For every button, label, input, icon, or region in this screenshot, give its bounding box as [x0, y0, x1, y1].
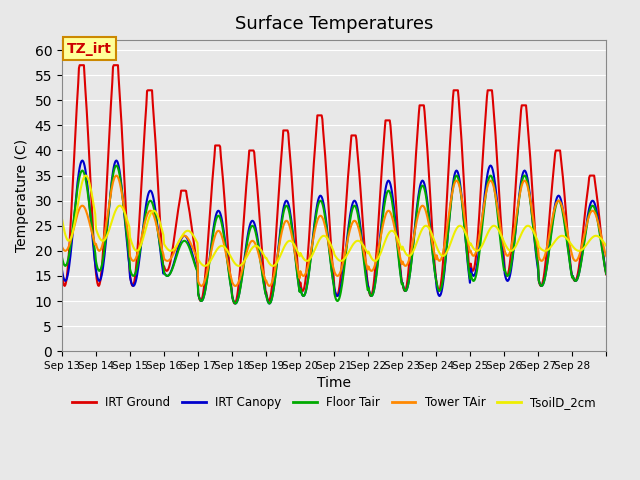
Title: Surface Temperatures: Surface Temperatures	[235, 15, 433, 33]
IRT Ground	[422, 128, 430, 134]
Floor Tair	[113, 163, 120, 168]
X-axis label: Time: Time	[317, 376, 351, 390]
IRT Ground	[250, 150, 258, 156]
Line: Floor Tair: Floor Tair	[62, 166, 606, 303]
TsoilD_2cm	[602, 243, 610, 249]
TsoilD_2cm	[250, 244, 257, 250]
Tower TAir	[271, 268, 278, 274]
Line: IRT Ground: IRT Ground	[62, 65, 606, 303]
TsoilD_2cm	[422, 223, 430, 228]
IRT Ground	[602, 272, 610, 277]
IRT Ground	[392, 191, 399, 197]
IRT Ground	[223, 225, 230, 231]
Tower TAir	[58, 244, 66, 250]
Line: Tower TAir: Tower TAir	[62, 176, 606, 286]
Tower TAir	[123, 222, 131, 228]
IRT Ground	[231, 300, 239, 306]
IRT Canopy	[79, 157, 86, 163]
IRT Canopy	[271, 277, 278, 283]
Tower TAir	[422, 209, 430, 215]
Tower TAir	[392, 229, 399, 235]
Tower TAir	[602, 253, 610, 259]
TsoilD_2cm	[269, 263, 276, 269]
IRT Canopy	[392, 219, 399, 225]
TsoilD_2cm	[392, 231, 399, 237]
TsoilD_2cm	[82, 173, 90, 179]
IRT Canopy	[602, 270, 610, 276]
Legend: IRT Ground, IRT Canopy, Floor Tair, Tower TAir, TsoilD_2cm: IRT Ground, IRT Canopy, Floor Tair, Towe…	[67, 391, 601, 414]
IRT Ground	[58, 269, 66, 275]
IRT Canopy	[266, 300, 273, 306]
IRT Canopy	[58, 266, 66, 272]
TsoilD_2cm	[123, 215, 131, 220]
IRT Ground	[271, 250, 278, 256]
IRT Canopy	[250, 219, 257, 225]
IRT Ground	[76, 62, 83, 68]
IRT Canopy	[223, 250, 230, 256]
IRT Canopy	[123, 236, 131, 241]
Line: IRT Canopy: IRT Canopy	[62, 160, 606, 303]
Tower TAir	[113, 173, 120, 179]
Floor Tair	[250, 224, 257, 229]
TsoilD_2cm	[223, 247, 230, 252]
Floor Tair	[266, 300, 273, 306]
TsoilD_2cm	[271, 262, 278, 268]
Floor Tair	[58, 254, 66, 260]
Floor Tair	[602, 271, 610, 276]
Y-axis label: Temperature (C): Temperature (C)	[15, 139, 29, 252]
IRT Canopy	[422, 189, 430, 194]
Tower TAir	[223, 254, 230, 260]
Floor Tair	[223, 252, 230, 258]
TsoilD_2cm	[58, 216, 66, 221]
Floor Tair	[422, 193, 430, 199]
Floor Tair	[392, 226, 399, 231]
Tower TAir	[231, 283, 239, 289]
Tower TAir	[250, 239, 258, 245]
Text: TZ_irt: TZ_irt	[67, 42, 112, 56]
IRT Ground	[123, 218, 131, 224]
Floor Tair	[271, 278, 278, 284]
Line: TsoilD_2cm: TsoilD_2cm	[62, 176, 606, 266]
Floor Tair	[123, 231, 131, 237]
